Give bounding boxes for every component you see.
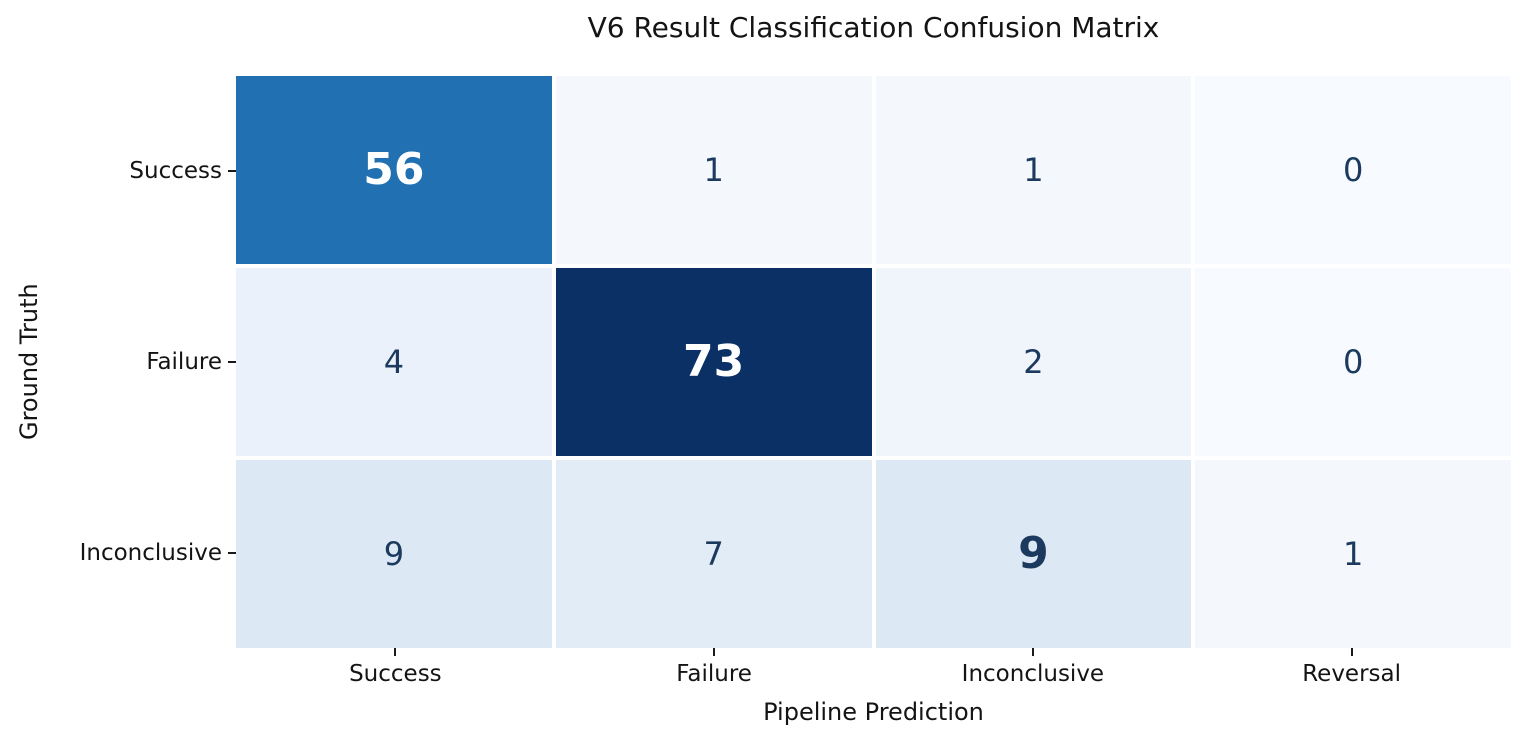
cell-value: 7 xyxy=(703,535,724,573)
x-tick-success: Success xyxy=(236,648,555,687)
cell-value: 0 xyxy=(1342,343,1364,381)
cell-value: 2 xyxy=(1023,343,1044,381)
heatmap-cell-inconclusive-failure: 7 xyxy=(555,460,872,648)
heatmap-cell-inconclusive-reversal: 1 xyxy=(1195,460,1511,648)
heatmap-cell-success-inconclusive: 1 xyxy=(875,76,1192,264)
y-tick-mark xyxy=(228,361,236,363)
cell-value: 56 xyxy=(363,144,425,195)
y-tick-failure: Failure xyxy=(0,267,236,458)
cell-value: 9 xyxy=(1018,528,1049,579)
cell-value: 0 xyxy=(1342,151,1364,189)
cell-value: 1 xyxy=(1023,151,1044,189)
y-tick-mark xyxy=(228,551,236,554)
x-tick-label: Inconclusive xyxy=(961,661,1105,687)
x-axis-title: Pipeline Prediction xyxy=(763,698,984,726)
heatmap-cell-inconclusive-inconclusive: 9 xyxy=(875,460,1192,648)
heatmap-grid: 56 1 1 0 4 73 2 0 9 7 9 1 xyxy=(236,76,1511,648)
x-tick-mark xyxy=(394,648,397,656)
cell-value: 73 xyxy=(683,336,745,387)
y-tick-label: Failure xyxy=(146,349,222,375)
x-tick-label: Success xyxy=(349,661,442,687)
heatmap-cell-success-reversal: 0 xyxy=(1195,76,1511,264)
x-tick-mark xyxy=(1350,648,1353,656)
y-tick-inconclusive: Inconclusive xyxy=(0,457,236,648)
x-tick-failure: Failure xyxy=(555,648,874,687)
cell-value: 9 xyxy=(383,535,405,573)
y-tick-label: Success xyxy=(129,158,222,185)
x-tick-mark xyxy=(713,648,716,656)
heatmap-cell-success-success: 56 xyxy=(236,76,552,264)
x-tick-reversal: Reversal xyxy=(1192,648,1511,687)
chart-title: V6 Result Classification Confusion Matri… xyxy=(587,11,1160,44)
x-tick-labels: Success Failure Inconclusive Reversal xyxy=(236,648,1511,687)
heatmap-cell-failure-failure: 73 xyxy=(555,268,872,456)
x-tick-inconclusive: Inconclusive xyxy=(874,648,1193,687)
heatmap-cell-failure-reversal: 0 xyxy=(1195,268,1511,456)
cell-value: 1 xyxy=(703,151,724,189)
y-tick-labels: Success Failure Inconclusive xyxy=(0,76,236,648)
y-tick-mark xyxy=(228,170,236,173)
heatmap-cell-inconclusive-success: 9 xyxy=(236,460,552,648)
x-tick-mark xyxy=(1031,648,1034,656)
x-tick-label: Reversal xyxy=(1302,661,1402,687)
heatmap-cell-failure-success: 4 xyxy=(236,268,552,456)
y-tick-label: Inconclusive xyxy=(79,539,222,566)
cell-value: 1 xyxy=(1342,535,1364,573)
heatmap-cell-failure-inconclusive: 2 xyxy=(875,268,1192,456)
cell-value: 4 xyxy=(383,343,405,381)
heatmap-cell-success-failure: 1 xyxy=(555,76,872,264)
x-tick-label: Failure xyxy=(676,661,752,687)
y-tick-success: Success xyxy=(0,76,236,267)
